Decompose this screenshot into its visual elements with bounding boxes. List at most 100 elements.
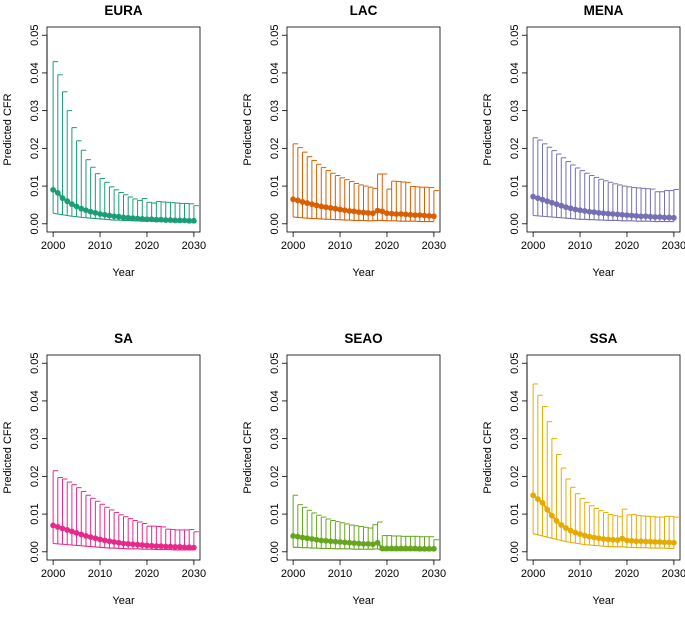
panel-seao: SEAO 2000 2010 2020 2030 Year 0.00 0.01 0.02 0.03… [242, 331, 446, 607]
y-tick-label: 0.01 [509, 503, 521, 524]
data-point [374, 207, 381, 214]
x-tick-label: 2010 [328, 240, 352, 252]
y-tick-label: 0.04 [509, 62, 521, 83]
data-point [351, 540, 358, 547]
y-tick-label: 0.01 [29, 175, 41, 196]
data-point [600, 210, 607, 217]
data-point [115, 213, 122, 220]
y-axis-label: Predicted CFR [242, 421, 254, 493]
data-point [548, 199, 555, 206]
data-point [605, 536, 612, 543]
x-tick-label: 2020 [375, 568, 399, 580]
y-tick-label: 0.02 [509, 466, 521, 487]
data-point [398, 545, 404, 552]
data-point [666, 539, 673, 546]
series-seao [290, 494, 439, 552]
data-point [360, 540, 367, 547]
y-tick-label: 0.05 [269, 352, 281, 373]
data-point [656, 214, 663, 220]
y-tick-label: 0.00 [509, 541, 521, 562]
x-tick-label: 2020 [135, 240, 159, 252]
data-point [176, 543, 183, 550]
data-point [412, 212, 419, 219]
data-point [591, 534, 598, 541]
x-axis: 2000 2010 2020 2030 [281, 559, 446, 580]
data-point [384, 210, 390, 217]
data-point [294, 533, 301, 540]
x-axis-label: Year [592, 595, 615, 607]
data-point [73, 203, 80, 210]
data-point [313, 536, 320, 543]
data-point [351, 208, 358, 215]
data-point [97, 211, 103, 217]
data-point [294, 197, 301, 204]
y-axis-label: Predicted CFR [482, 421, 494, 493]
data-point [563, 204, 569, 211]
data-point [544, 198, 551, 205]
data-point [337, 539, 343, 545]
y-tick-label: 0.01 [269, 175, 281, 196]
data-point [83, 207, 89, 214]
x-tick-label: 2010 [568, 240, 592, 252]
data-point [670, 214, 677, 221]
data-point [656, 539, 663, 545]
y-tick-label: 0.02 [509, 138, 521, 159]
data-point [341, 539, 348, 546]
data-point [190, 217, 197, 224]
panel-title: SEAO [344, 331, 382, 346]
data-point [581, 208, 588, 214]
data-point [548, 512, 555, 519]
data-point [638, 538, 644, 545]
data-point [78, 531, 85, 538]
data-point [379, 545, 386, 552]
data-point [332, 205, 339, 212]
y-tick-label: 0.00 [29, 541, 41, 562]
series-lac [290, 143, 439, 223]
data-point [59, 525, 66, 532]
data-point [628, 537, 635, 544]
data-point [388, 210, 395, 217]
x-axis: 2000 2010 2020 2030 [521, 559, 685, 580]
data-point [609, 211, 616, 217]
data-point [290, 196, 297, 203]
x-axis: 2000 2010 2020 2030 [41, 559, 206, 580]
data-point [412, 545, 419, 552]
data-point [595, 535, 602, 542]
data-point [176, 217, 183, 224]
data-point [426, 545, 433, 552]
y-tick-label: 0.02 [29, 466, 41, 487]
data-point [97, 536, 103, 543]
data-point [68, 201, 75, 208]
data-point [148, 216, 155, 223]
data-point [120, 540, 127, 547]
x-tick-label: 2010 [88, 240, 112, 252]
data-point [54, 189, 61, 196]
data-point [59, 195, 66, 202]
data-point [577, 207, 583, 214]
data-point [299, 199, 306, 205]
data-point [148, 542, 155, 549]
data-point [586, 208, 593, 215]
data-point [120, 214, 127, 221]
panel-title: SSA [590, 331, 618, 346]
data-point [172, 217, 179, 224]
y-tick-label: 0.03 [269, 100, 281, 121]
x-tick-label: 2000 [281, 568, 305, 580]
data-point [50, 186, 57, 193]
data-point [407, 545, 414, 552]
data-point [83, 533, 89, 539]
data-point [539, 499, 546, 506]
data-point [186, 544, 193, 551]
data-point [393, 211, 400, 217]
data-point [407, 211, 414, 218]
data-point [186, 217, 193, 224]
y-tick-label: 0.01 [509, 175, 521, 196]
data-point [290, 533, 297, 539]
y-tick-label: 0.03 [29, 100, 41, 121]
data-point [125, 214, 132, 221]
y-tick-label: 0.00 [509, 213, 521, 234]
data-point [134, 541, 141, 548]
